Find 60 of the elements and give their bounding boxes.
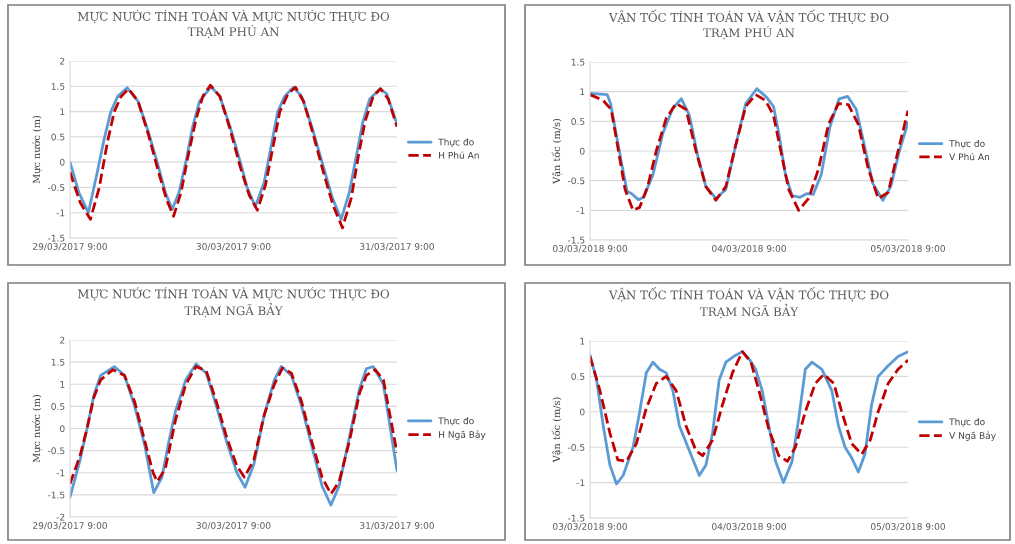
y-tick-label: 0 (59, 425, 65, 433)
y-axis-title: Mực nước (m) (32, 395, 42, 463)
legend-label: H Ngã Bảy (439, 430, 486, 440)
y-tick-label: -0.5 (47, 447, 65, 455)
legend-label: V Ngã Bảy (949, 431, 996, 441)
y-tick-label: 1 (580, 337, 585, 345)
y-tick-label: -1.5 (567, 514, 585, 522)
legend-label: Thực đo (438, 138, 474, 148)
x-tick-label: 31/03/2017 9:00 (360, 243, 434, 251)
y-tick-label: -0.5 (47, 184, 65, 191)
x-tick-label: 29/03/2017 9:00 (33, 522, 107, 530)
y-tick-label: 1 (580, 88, 585, 96)
y-axis-title: Mực nước (m) (32, 116, 42, 184)
x-tick-label: 29/03/2017 9:00 (33, 243, 107, 251)
legend-label: H Phú An (439, 151, 479, 159)
y-tick-label: -1 (56, 469, 65, 477)
y-tick-label: -1.5 (567, 236, 585, 244)
y-axis-title: Vận tốc (m/s) (551, 118, 562, 184)
y-tick-label: 1.5 (51, 83, 65, 90)
x-tick-label: 04/03/2018 9:00 (712, 523, 786, 531)
chart-title: MỰC NƯỚC TÍNH TOÁN VÀ MỰC NƯỚC THỰC ĐO TRẠM PHÚ AN (77, 9, 390, 39)
y-tick-label: 2 (60, 336, 65, 344)
y-tick-label: -1.5 (47, 234, 65, 242)
x-tick-label: 30/03/2017 9:00 (196, 243, 271, 251)
y-tick-label: 0 (579, 147, 585, 155)
x-tick-label: 30/03/2017 9:00 (196, 522, 271, 530)
y-tick-label: 0.5 (571, 373, 585, 380)
line-series (590, 350, 908, 463)
y-tick-label: -0.5 (567, 177, 585, 185)
y-tick-label: 1.5 (51, 358, 65, 366)
y-tick-label: 0.5 (51, 403, 65, 410)
y-tick-label: 1 (60, 108, 65, 115)
line-series (590, 350, 908, 486)
x-tick-label: 04/03/2018 9:00 (712, 245, 786, 253)
y-tick-label: 1.5 (571, 58, 585, 66)
chart-title: MỰC NƯỚC TÍNH TOÁN VÀ MỰC NƯỚC THỰC ĐO TRẠM NGÃ BẢY (77, 287, 390, 318)
y-tick-label: 0 (59, 158, 65, 166)
y-tick-label: -1 (56, 209, 65, 217)
y-tick-label: -1 (576, 479, 585, 487)
x-tick-label: 31/03/2017 9:00 (360, 522, 434, 530)
x-tick-label: 03/03/2018 9:00 (553, 523, 627, 531)
y-axis-title: Vận tốc (m/s) (551, 397, 562, 463)
legend-label: Thực đo (438, 417, 474, 426)
legend-label: V Phú An (949, 152, 990, 161)
y-tick-label: 1 (60, 381, 65, 388)
y-tick-label: -0.5 (567, 443, 585, 451)
y-tick-label: -1.5 (47, 491, 65, 499)
y-tick-label: -2 (56, 513, 65, 521)
y-tick-label: 0.5 (571, 118, 585, 125)
y-tick-label: 0.5 (51, 133, 65, 141)
x-tick-label: 03/03/2018 9:00 (553, 245, 627, 253)
chart-title: VẬN TỐC TÍNH TOÁN VÀ VẬN TỐC THỰC ĐO TRẠM NGÃ BẢY (608, 287, 889, 319)
y-tick-label: -1 (576, 207, 585, 214)
x-tick-label: 05/03/2018 9:00 (871, 523, 945, 531)
legend-label: Thực đo (949, 140, 985, 149)
legend-label: Thực đo (949, 418, 985, 427)
x-tick-label: 05/03/2018 9:00 (871, 245, 945, 253)
y-tick-label: 0 (579, 408, 585, 416)
chart-title: VẬN TỐC TÍNH TOÁN VÀ VẬN TỐC THỰC ĐO TRẠM PHÚ AN (608, 9, 889, 40)
y-tick-label: 2 (60, 57, 65, 65)
